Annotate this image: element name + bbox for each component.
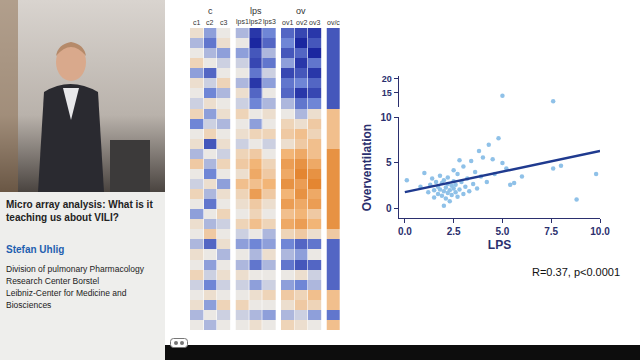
svg-text:0.0: 0.0 [398, 226, 412, 237]
svg-text:LPS: LPS [488, 238, 511, 252]
svg-text:10: 10 [380, 112, 392, 123]
svg-text:ov: ov [296, 6, 306, 16]
svg-text:Overventilation: Overventilation [360, 124, 374, 211]
svg-text:2.5: 2.5 [447, 226, 461, 237]
html-text:Leibniz-Center for Medicine an: Leibniz-Center for Medicine and [6, 288, 127, 298]
svg-text:0: 0 [386, 203, 392, 214]
svg-text:lps3: lps3 [263, 18, 276, 26]
html-text:teaching us about VILI?: teaching us about VILI? [6, 212, 119, 223]
svg-text:c3: c3 [220, 19, 228, 26]
svg-text:lps: lps [250, 6, 262, 16]
svg-text:ov/c: ov/c [327, 19, 340, 26]
svg-text:20: 20 [382, 74, 392, 84]
svg-text:ov2: ov2 [296, 19, 307, 26]
svg-text:ov3: ov3 [309, 19, 320, 26]
html-text:Biosciences: Biosciences [6, 300, 52, 310]
svg-text:7.5: 7.5 [544, 226, 558, 237]
html-text:Division of pulmonary Pharmaco: Division of pulmonary Pharmacology [6, 264, 144, 274]
svg-text:5: 5 [386, 157, 392, 168]
html-text:Stefan Uhlig: Stefan Uhlig [6, 244, 65, 255]
svg-text:lps1: lps1 [236, 18, 249, 26]
svg-text:5.0: 5.0 [495, 226, 509, 237]
svg-text:lps2: lps2 [249, 18, 262, 26]
html-text:Research Center Borstel: Research Center Borstel [6, 276, 100, 286]
svg-text:c1: c1 [193, 19, 201, 26]
svg-text:c2: c2 [206, 19, 214, 26]
svg-text:10.0: 10.0 [590, 226, 610, 237]
svg-text:ov1: ov1 [282, 19, 293, 26]
svg-text:15: 15 [382, 88, 392, 98]
html-text:Micro array analysis: What is: Micro array analysis: What is it [6, 199, 153, 210]
svg-text:R=0.37, p<0.0001: R=0.37, p<0.0001 [532, 266, 620, 278]
svg-text:c: c [208, 6, 213, 16]
